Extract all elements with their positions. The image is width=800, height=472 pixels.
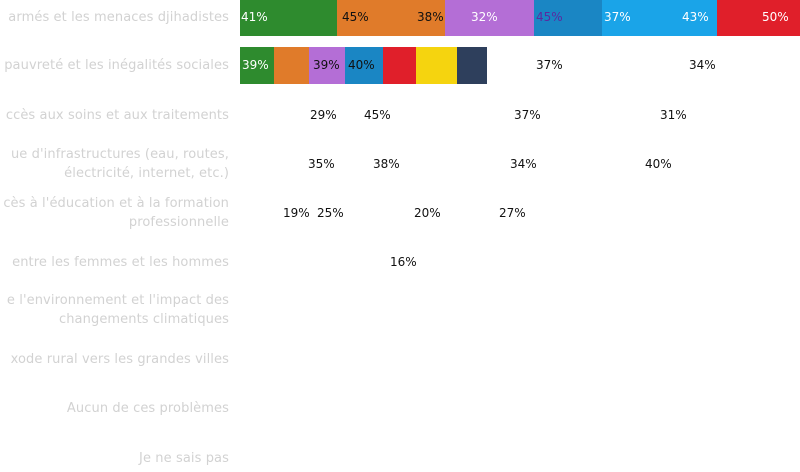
bar-segment bbox=[445, 0, 534, 36]
bar-segment bbox=[337, 0, 412, 36]
value-label: 19% bbox=[283, 206, 310, 220]
category-label-line: pauvreté et les inégalités sociales bbox=[4, 57, 229, 73]
bar-segment-value-label: 38% bbox=[417, 10, 444, 24]
value-label: 34% bbox=[510, 157, 537, 171]
category-label: pauvreté et les inégalités sociales bbox=[0, 56, 229, 75]
bar-segment-value-label: 32% bbox=[471, 10, 498, 24]
bar-segment bbox=[602, 0, 636, 36]
bar-segment bbox=[274, 47, 309, 84]
category-label-line: cès à l'éducation et à la formation bbox=[3, 196, 229, 211]
bar-segment-value-label: 40% bbox=[348, 58, 375, 72]
value-label: 31% bbox=[660, 108, 687, 122]
value-label: 45% bbox=[364, 108, 391, 122]
bar-segment bbox=[240, 47, 274, 84]
category-label: armés et les menaces djihadistes bbox=[0, 8, 229, 27]
value-label: 34% bbox=[689, 58, 716, 72]
category-label-line: armés et les menaces djihadistes bbox=[8, 9, 229, 25]
value-label: 38% bbox=[373, 157, 400, 171]
category-label-line: e l'environnement et l'impact des bbox=[6, 293, 229, 308]
category-label: entre les femmes et les hommes bbox=[0, 253, 229, 272]
category-label: xode rural vers les grandes villes bbox=[0, 350, 229, 369]
category-label: ue d'infrastructures (eau, routes, électr… bbox=[0, 145, 229, 183]
bar-shadow bbox=[0, 86, 800, 96]
bar-segment bbox=[636, 0, 717, 36]
value-label: 40% bbox=[645, 157, 672, 171]
bar-segment-value-label: 39% bbox=[313, 58, 340, 72]
category-label-line: entre les femmes et les hommes bbox=[12, 254, 229, 270]
bar-segment bbox=[534, 0, 602, 36]
bar-segment bbox=[412, 0, 445, 36]
value-label: 27% bbox=[499, 206, 526, 220]
value-label: 29% bbox=[310, 108, 337, 122]
value-label: 16% bbox=[390, 255, 417, 269]
category-label-line: changements climatiques bbox=[58, 312, 229, 327]
category-label: Aucun de ces problèmes bbox=[0, 399, 229, 418]
bar-segment-value-label: 37% bbox=[604, 10, 631, 24]
value-label: 20% bbox=[414, 206, 441, 220]
bar-segment bbox=[416, 47, 457, 84]
category-label-line: Je ne sais pas bbox=[139, 450, 229, 466]
category-label-line: électricité, internet, etc.) bbox=[64, 166, 229, 181]
bar-segment bbox=[717, 0, 800, 36]
bar-segment-value-label: 43% bbox=[682, 10, 709, 24]
category-label: cès à l'éducation et à la formation profe… bbox=[0, 194, 229, 232]
bar-segment bbox=[240, 0, 337, 36]
category-label-line: professionnelle bbox=[128, 215, 229, 230]
category-label-line: ccès aux soins et aux traitements bbox=[5, 107, 229, 123]
bar-segment bbox=[383, 47, 416, 84]
value-label: 37% bbox=[514, 108, 541, 122]
category-label: e l'environnement et l'impact des changem… bbox=[0, 291, 229, 329]
category-label: ccès aux soins et aux traitements bbox=[0, 106, 229, 125]
category-label: Je ne sais pas bbox=[0, 449, 229, 468]
category-label-line: Aucun de ces problèmes bbox=[66, 400, 229, 416]
bar-segment bbox=[309, 47, 345, 84]
category-label-line: ue d'infrastructures (eau, routes, bbox=[10, 147, 229, 162]
value-label: 37% bbox=[536, 58, 563, 72]
bar-segment bbox=[457, 47, 487, 84]
bar-segment-value-label: 41% bbox=[241, 10, 268, 24]
bar-segment-value-label: 45% bbox=[342, 10, 369, 24]
bar-segment-value-label: 39% bbox=[242, 58, 269, 72]
value-label: 35% bbox=[308, 157, 335, 171]
value-label: 25% bbox=[317, 206, 344, 220]
bar-segment-value-label: 50% bbox=[762, 10, 789, 24]
category-label-line: xode rural vers les grandes villes bbox=[10, 351, 229, 367]
bar-shadow bbox=[0, 37, 800, 47]
bar-segment-value-label: 45% bbox=[536, 10, 563, 24]
bar-segment bbox=[345, 47, 383, 84]
